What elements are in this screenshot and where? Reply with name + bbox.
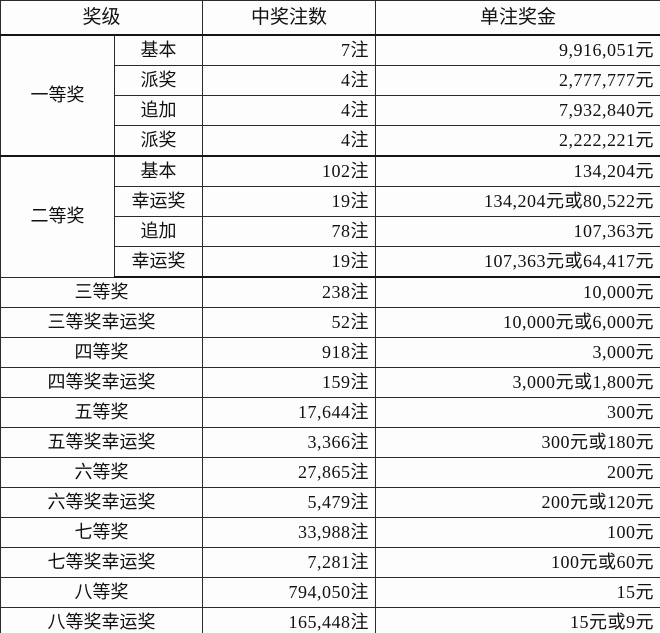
prize-amount: 2,777,777元 bbox=[375, 65, 660, 96]
prize-amount: 107,363元或64,417元 bbox=[375, 246, 660, 278]
table-row: 追加 4注 7,932,840元 bbox=[1, 95, 660, 126]
header-count: 中奖注数 bbox=[202, 0, 377, 36]
prize-amount: 134,204元或80,522元 bbox=[375, 186, 660, 217]
grade-label: 三等奖 bbox=[0, 276, 204, 308]
table-row: 七等奖幸运奖 7,281注 100元或60元 bbox=[0, 547, 660, 578]
prize-amount: 15元或9元 bbox=[375, 607, 660, 633]
table-row: 八等奖幸运奖 165,448注 15元或9元 bbox=[0, 607, 660, 633]
prize-amount: 134,204元 bbox=[375, 155, 660, 187]
grade-label: 五等奖 bbox=[0, 397, 204, 428]
table-body: 一等奖 基本 7注 9,916,051元 派奖 4注 2,777,777元 追加 4注 7,932… bbox=[0, 34, 660, 633]
grade-sub-label: 基本 bbox=[113, 34, 204, 66]
table-header: 奖级 中奖注数 单注奖金 bbox=[0, 0, 660, 36]
grade-label: 五等奖幸运奖 bbox=[0, 427, 204, 458]
table-row: 六等奖 27,865注 200元 bbox=[0, 457, 660, 488]
grade-group-label: 二等奖 bbox=[0, 155, 115, 278]
table-row: 幸运奖 19注 134,204元或80,522元 bbox=[1, 186, 660, 217]
prize-amount: 9,916,051元 bbox=[375, 34, 660, 66]
winning-count: 52注 bbox=[202, 307, 377, 338]
table-row: 四等奖幸运奖 159注 3,000元或1,800元 bbox=[0, 367, 660, 398]
prize-amount: 2,222,221元 bbox=[375, 125, 660, 157]
table-row: 五等奖 17,644注 300元 bbox=[0, 397, 660, 428]
prize-amount: 100元 bbox=[375, 517, 660, 548]
table-row: 五等奖幸运奖 3,366注 300元或180元 bbox=[0, 427, 660, 458]
winning-count: 19注 bbox=[202, 186, 377, 217]
grade-label: 八等奖幸运奖 bbox=[0, 607, 204, 633]
grade-label: 六等奖 bbox=[0, 457, 204, 488]
winning-count: 17,644注 bbox=[202, 397, 377, 428]
winning-count: 238注 bbox=[202, 276, 377, 308]
grade-sub-label: 追加 bbox=[113, 216, 204, 247]
table-row: 派奖 4注 2,777,777元 bbox=[1, 65, 660, 96]
table-row: 幸运奖 19注 107,363元或64,417元 bbox=[1, 246, 660, 278]
table-row: 追加 78注 107,363元 bbox=[1, 216, 660, 247]
winning-count: 918注 bbox=[202, 337, 377, 368]
prize-amount: 15元 bbox=[375, 577, 660, 608]
winning-count: 165,448注 bbox=[202, 607, 377, 633]
prize-amount: 300元或180元 bbox=[375, 427, 660, 458]
prize-amount: 10,000元或6,000元 bbox=[375, 307, 660, 338]
winning-count: 19注 bbox=[202, 246, 377, 278]
table-row: 三等奖幸运奖 52注 10,000元或6,000元 bbox=[0, 307, 660, 338]
grade-label: 三等奖幸运奖 bbox=[0, 307, 204, 338]
header-row: 奖级 中奖注数 单注奖金 bbox=[0, 0, 660, 36]
grade-label: 六等奖幸运奖 bbox=[0, 487, 204, 518]
winning-count: 78注 bbox=[202, 216, 377, 247]
prize-amount: 3,000元或1,800元 bbox=[375, 367, 660, 398]
grade-sub-label: 派奖 bbox=[113, 125, 204, 157]
table-row: 三等奖 238注 10,000元 bbox=[0, 276, 660, 308]
header-grade: 奖级 bbox=[0, 0, 204, 36]
table-row: 七等奖 33,988注 100元 bbox=[0, 517, 660, 548]
table-row: 二等奖 基本 102注 134,204元 bbox=[0, 155, 660, 278]
table-row: 八等奖 794,050注 15元 bbox=[0, 577, 660, 608]
prize-amount: 100元或60元 bbox=[375, 547, 660, 578]
grade-label: 七等奖 bbox=[0, 517, 204, 548]
prize-amount: 300元 bbox=[375, 397, 660, 428]
winning-count: 4注 bbox=[202, 95, 377, 126]
table-row: 一等奖 基本 7注 9,916,051元 bbox=[0, 34, 660, 157]
prize-amount: 200元或120元 bbox=[375, 487, 660, 518]
grade-sub-label: 派奖 bbox=[113, 65, 204, 96]
winning-count: 7,281注 bbox=[202, 547, 377, 578]
grade-sub-label: 幸运奖 bbox=[113, 186, 204, 217]
grade-label: 七等奖幸运奖 bbox=[0, 547, 204, 578]
prize-amount: 3,000元 bbox=[375, 337, 660, 368]
grade-sub-label: 基本 bbox=[113, 155, 204, 187]
header-amount: 单注奖金 bbox=[375, 0, 660, 36]
table-row: 六等奖幸运奖 5,479注 200元或120元 bbox=[0, 487, 660, 518]
prize-amount: 107,363元 bbox=[375, 216, 660, 247]
grade-sub-label: 追加 bbox=[113, 95, 204, 126]
prize-amount: 7,932,840元 bbox=[375, 95, 660, 126]
winning-count: 33,988注 bbox=[202, 517, 377, 548]
winning-count: 4注 bbox=[202, 125, 377, 157]
winning-count: 4注 bbox=[202, 65, 377, 96]
winning-count: 102注 bbox=[202, 155, 377, 187]
grade-label: 四等奖 bbox=[0, 337, 204, 368]
table-row: 四等奖 918注 3,000元 bbox=[0, 337, 660, 368]
prize-amount: 200元 bbox=[375, 457, 660, 488]
winning-count: 7注 bbox=[202, 34, 377, 66]
grade-sub-label: 幸运奖 bbox=[113, 246, 204, 278]
grade-label: 四等奖幸运奖 bbox=[0, 367, 204, 398]
winning-count: 159注 bbox=[202, 367, 377, 398]
winning-count: 794,050注 bbox=[202, 577, 377, 608]
winning-count: 5,479注 bbox=[202, 487, 377, 518]
grade-group-label: 一等奖 bbox=[0, 34, 115, 157]
table-row: 派奖 4注 2,222,221元 bbox=[1, 125, 660, 157]
winning-count: 3,366注 bbox=[202, 427, 377, 458]
prize-amount: 10,000元 bbox=[375, 276, 660, 308]
grade-label: 八等奖 bbox=[0, 577, 204, 608]
winning-count: 27,865注 bbox=[202, 457, 377, 488]
